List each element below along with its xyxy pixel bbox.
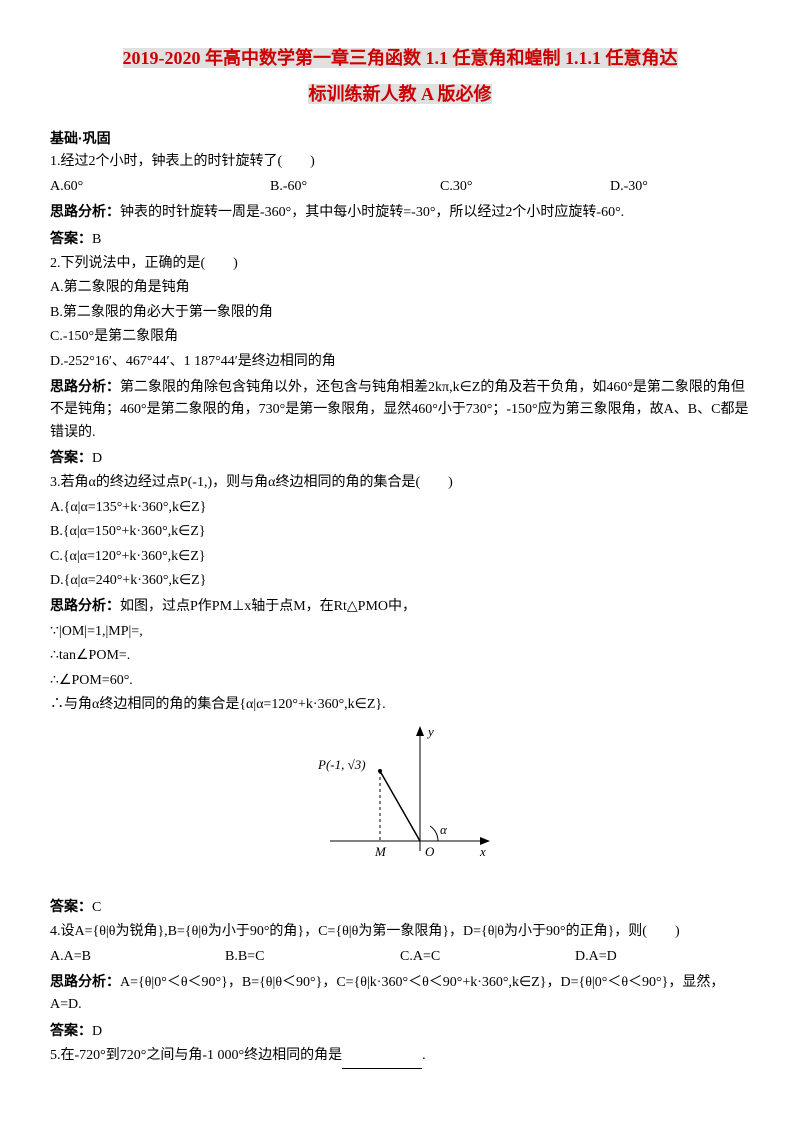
- q4-options: A.A=B B.B=C C.A=C D.A=D: [50, 946, 750, 968]
- q3-opt-a: A.{α|α=135°+k·360°,k∈Z}: [50, 497, 750, 519]
- q3-analysis-l3: ∴tan∠POM=.: [50, 645, 750, 667]
- q4-opt-c: C.A=C: [400, 946, 575, 968]
- coordinate-diagram: y x O P(-1, √3) M α: [300, 721, 500, 881]
- q3-analysis-l5: ∴与角α终边相同的角的集合是{α|α=120°+k·360°,k∈Z}.: [50, 694, 750, 716]
- q3-answer: 答案：C: [50, 895, 750, 919]
- origin-label: O: [425, 844, 435, 859]
- q2-analysis: 思路分析：第二象限的角除包含钝角以外，还包含与钝角相差2kπ,k∈Z的角及若干负…: [50, 375, 750, 444]
- q4-answer: 答案：D: [50, 1019, 750, 1043]
- q5-text: 5.在-720°到720°之间与角-1 000°终边相同的角是 .: [50, 1045, 750, 1068]
- q4-analysis-text: A={θ|0°＜θ＜90°}，B={θ|θ＜90°}，C={θ|k·360°＜θ…: [50, 975, 724, 1012]
- q3-text: 3.若角α的终边经过点P(-1,)，则与角α终边相同的角的集合是( ): [50, 472, 750, 494]
- q1-opt-b: B.-60°: [270, 176, 440, 198]
- q2-answer: 答案：D: [50, 446, 750, 470]
- q2-opt-d: D.-252°16′、467°44′、1 187°44′是终边相同的角: [50, 351, 750, 373]
- q5-after: .: [422, 1048, 426, 1063]
- q3-analysis-l2: ∵|OM|=1,|MP|=,: [50, 621, 750, 643]
- q1-opt-d: D.-30°: [610, 176, 710, 198]
- answer-label: 答案：: [50, 230, 92, 246]
- q1-text: 1.经过2个小时，钟表上的时针旋转了( ): [50, 151, 750, 173]
- point-p-label: P(-1, √3): [317, 757, 366, 772]
- q2-opt-a: A.第二象限的角是钝角: [50, 277, 750, 299]
- title-line2: 标训练新人教 A 版必修: [308, 84, 491, 104]
- answer-label: 答案：: [50, 449, 92, 465]
- answer-label: 答案：: [50, 898, 92, 914]
- q2-answer-val: D: [92, 451, 102, 466]
- q3-analysis-l1: 如图，过点P作PM⊥x轴于点M，在Rt△PMO中，: [120, 599, 416, 614]
- q3-answer-val: C: [92, 900, 101, 915]
- q4-answer-val: D: [92, 1024, 102, 1039]
- x-axis-label: x: [479, 844, 486, 859]
- y-axis-label: y: [426, 724, 434, 739]
- alpha-label: α: [440, 822, 448, 837]
- analysis-label: 思路分析：: [50, 973, 120, 989]
- q2-opt-b: B.第二象限的角必大于第一象限的角: [50, 302, 750, 324]
- q1-answer: 答案：B: [50, 227, 750, 251]
- q3-opt-d: D.{α|α=240°+k·360°,k∈Z}: [50, 570, 750, 592]
- q4-opt-a: A.A=B: [50, 946, 225, 968]
- q5-before: 5.在-720°到720°之间与角-1 000°终边相同的角是: [50, 1048, 342, 1063]
- analysis-label: 思路分析：: [50, 378, 120, 394]
- q4-opt-b: B.B=C: [225, 946, 400, 968]
- q3-analysis-l4: ∴∠POM=60°.: [50, 670, 750, 692]
- section-header: 基础·巩固: [50, 127, 750, 149]
- document-title: 2019-2020 年高中数学第一章三角函数 1.1 任意角和蝗制 1.1.1 …: [50, 40, 750, 112]
- q4-text: 4.设A={θ|θ为锐角},B={θ|θ为小于90°的角}，C={θ|θ为第一象…: [50, 921, 750, 943]
- title-line1: 2019-2020 年高中数学第一章三角函数 1.1 任意角和蝗制 1.1.1 …: [123, 48, 678, 68]
- answer-label: 答案：: [50, 1022, 92, 1038]
- q4-opt-d: D.A=D: [575, 946, 750, 968]
- m-label: M: [374, 844, 387, 859]
- q3-opt-c: C.{α|α=120°+k·360°,k∈Z}: [50, 546, 750, 568]
- q3-diagram: y x O P(-1, √3) M α: [50, 721, 750, 889]
- q1-opt-c: C.30°: [440, 176, 610, 198]
- analysis-label: 思路分析：: [50, 597, 120, 613]
- q1-options: A.60° B.-60° C.30° D.-30°: [50, 176, 750, 198]
- q1-answer-val: B: [92, 232, 101, 247]
- q2-analysis-text: 第二象限的角除包含钝角以外，还包含与钝角相差2kπ,k∈Z的角及若干负角，如46…: [50, 380, 748, 440]
- q2-text: 2.下列说法中，正确的是( ): [50, 253, 750, 275]
- q1-analysis: 思路分析：钟表的时针旋转一周是-360°，其中每小时旋转=-30°，所以经过2个…: [50, 200, 750, 224]
- q3-analysis-line1: 思路分析：如图，过点P作PM⊥x轴于点M，在Rt△PMO中，: [50, 594, 750, 618]
- q1-analysis-text: 钟表的时针旋转一周是-360°，其中每小时旋转=-30°，所以经过2个小时应旋转…: [120, 205, 624, 220]
- q1-opt-a: A.60°: [50, 176, 270, 198]
- q3-opt-b: B.{α|α=150°+k·360°,k∈Z}: [50, 521, 750, 543]
- q4-analysis: 思路分析：A={θ|0°＜θ＜90°}，B={θ|θ＜90°}，C={θ|k·3…: [50, 970, 750, 1017]
- q5-blank: [342, 1045, 422, 1068]
- q2-opt-c: C.-150°是第二象限角: [50, 326, 750, 348]
- analysis-label: 思路分析：: [50, 203, 120, 219]
